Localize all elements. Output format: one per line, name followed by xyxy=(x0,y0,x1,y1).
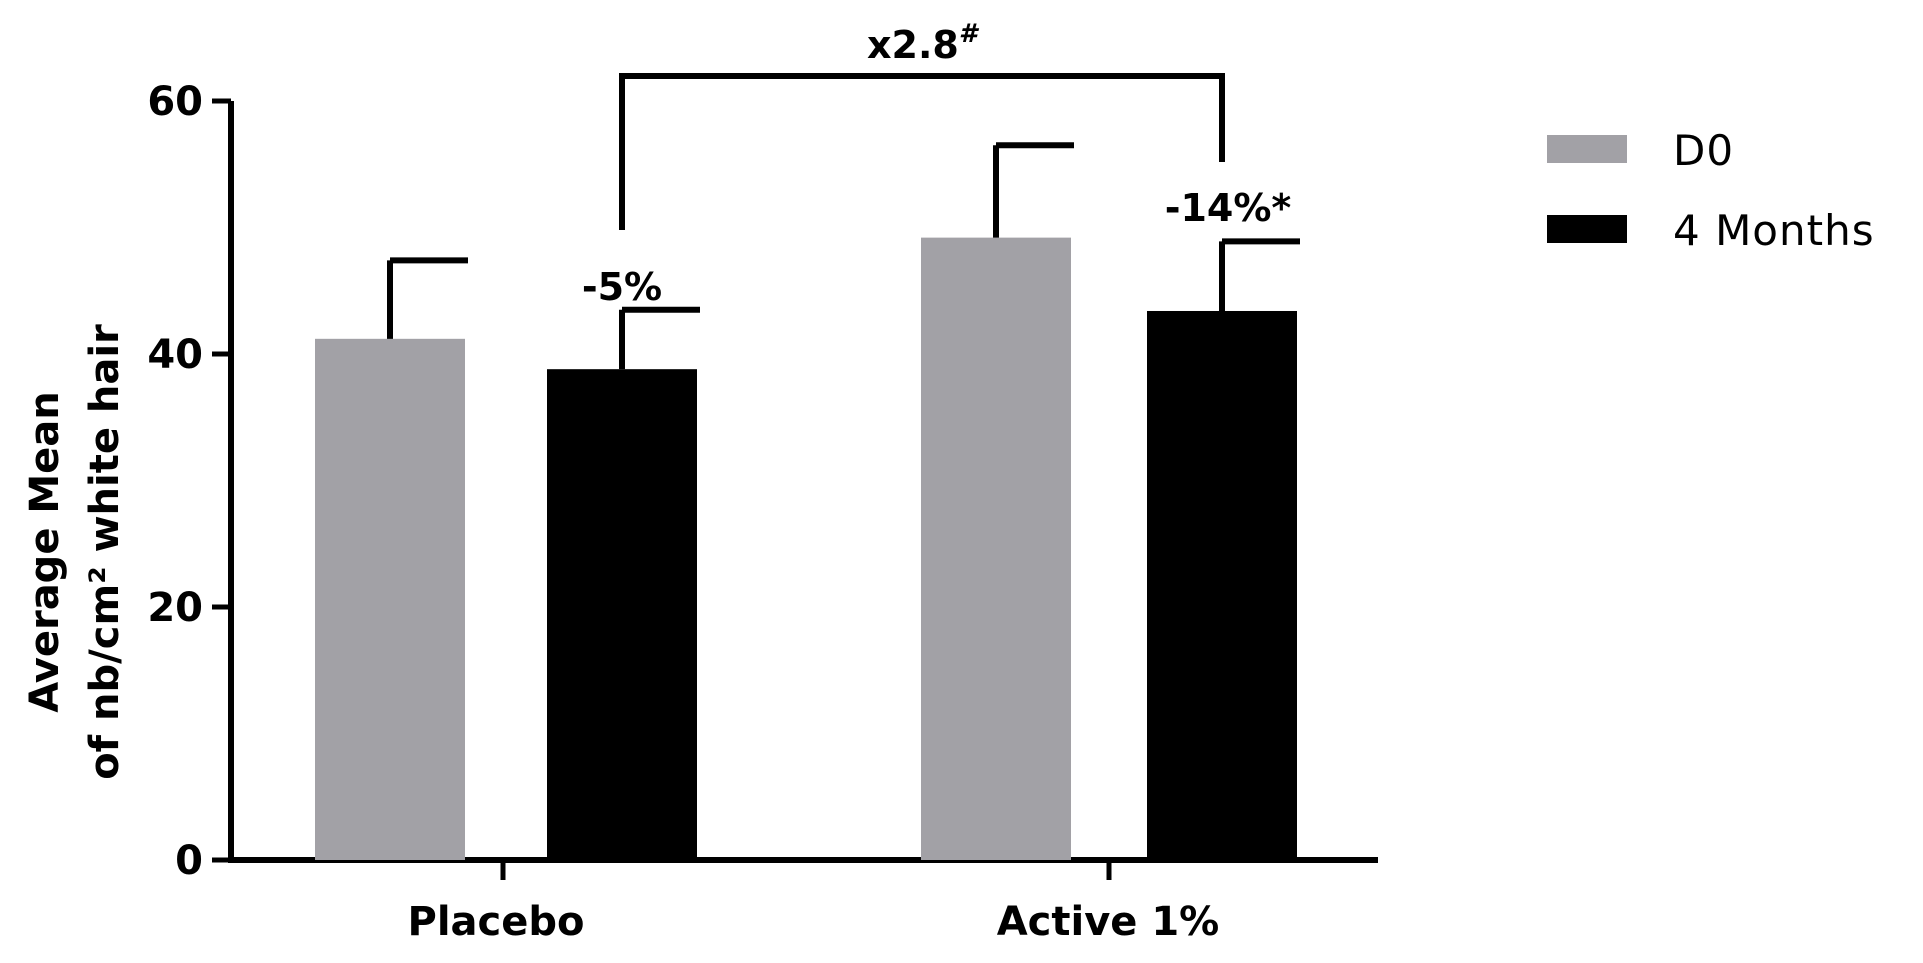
legend-swatch-4-months xyxy=(1547,215,1627,243)
comparison-label: x2.8# xyxy=(867,19,980,67)
y-axis-title: Average Mean of nb/cm² white hair xyxy=(22,324,128,780)
category-label-active: Active 1% xyxy=(997,899,1220,945)
bar-d0-placebo xyxy=(315,338,465,860)
y-axis-title-line1: Average Mean xyxy=(22,391,68,713)
comparison-value: x2.8 xyxy=(867,23,959,67)
legend-label-d0: D0 xyxy=(1673,126,1734,175)
y-tick-label: 60 xyxy=(147,79,203,125)
bar-4-months-placebo xyxy=(547,369,697,860)
y-tick-label: 0 xyxy=(175,838,203,884)
y-tick-label: 40 xyxy=(147,332,203,378)
legend-label-4-months: 4 Months xyxy=(1673,206,1875,255)
category-label-placebo: Placebo xyxy=(408,899,585,945)
bar-4-months-active xyxy=(1147,310,1297,860)
legend: D0 4 Months xyxy=(1547,126,1875,255)
legend-swatch-d0 xyxy=(1547,135,1627,163)
y-ticks: 0 20 40 60 xyxy=(147,79,231,884)
annotation-placebo-change: -5% xyxy=(582,265,662,309)
comparison-bracket xyxy=(619,73,1225,230)
y-axis-title-line2: of nb/cm² white hair xyxy=(82,324,128,780)
y-tick-label: 20 xyxy=(147,585,203,631)
bar-d0-active xyxy=(921,237,1071,860)
annotation-active-change: -14%* xyxy=(1165,186,1292,230)
comparison-superscript: # xyxy=(959,19,980,49)
bars-group xyxy=(315,142,1300,860)
